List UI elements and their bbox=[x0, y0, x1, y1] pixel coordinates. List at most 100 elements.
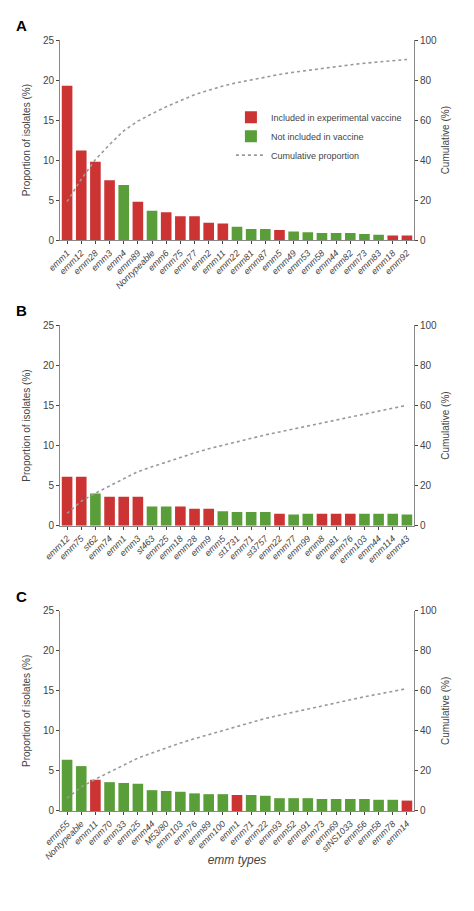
svg-text:emm73: emm73 bbox=[298, 819, 326, 847]
svg-text:40: 40 bbox=[420, 725, 432, 736]
svg-text:emm49: emm49 bbox=[270, 248, 298, 276]
svg-text:Proportion of isolates (%): Proportion of isolates (%) bbox=[21, 655, 32, 767]
svg-text:10: 10 bbox=[43, 155, 55, 166]
svg-text:10: 10 bbox=[43, 440, 55, 451]
svg-text:emm83: emm83 bbox=[355, 248, 383, 276]
svg-text:80: 80 bbox=[420, 360, 432, 371]
svg-text:emm52: emm52 bbox=[270, 819, 298, 847]
svg-text:emm1: emm1 bbox=[47, 248, 72, 273]
svg-text:60: 60 bbox=[420, 400, 432, 411]
svg-text:80: 80 bbox=[420, 75, 432, 86]
svg-text:emm76: emm76 bbox=[171, 819, 199, 847]
svg-text:emm58: emm58 bbox=[355, 819, 383, 847]
svg-text:emm5: emm5 bbox=[203, 533, 228, 558]
svg-text:emm100: emm100 bbox=[196, 819, 228, 851]
svg-text:emm56: emm56 bbox=[341, 819, 369, 847]
svg-text:5: 5 bbox=[48, 765, 54, 776]
svg-text:emm92: emm92 bbox=[383, 248, 411, 276]
svg-text:emm3: emm3 bbox=[118, 533, 143, 558]
svg-text:0: 0 bbox=[48, 235, 54, 246]
svg-text:40: 40 bbox=[420, 155, 432, 166]
svg-text:emm28: emm28 bbox=[72, 248, 100, 276]
svg-text:emm4: emm4 bbox=[104, 248, 129, 273]
svg-text:B: B bbox=[16, 302, 27, 319]
svg-text:60: 60 bbox=[420, 115, 432, 126]
svg-text:emm22: emm22 bbox=[213, 248, 241, 276]
svg-text:100: 100 bbox=[420, 320, 437, 331]
svg-text:25: 25 bbox=[43, 35, 55, 46]
svg-text:A: A bbox=[16, 17, 27, 34]
svg-text:emm89: emm89 bbox=[114, 248, 142, 276]
svg-text:0: 0 bbox=[420, 520, 426, 531]
svg-text:emm types: emm types bbox=[208, 853, 267, 867]
svg-text:emm55: emm55 bbox=[43, 818, 72, 847]
svg-text:emm78: emm78 bbox=[369, 819, 397, 847]
svg-text:15: 15 bbox=[43, 400, 55, 411]
svg-text:emm73: emm73 bbox=[341, 248, 369, 276]
svg-text:stNS1033: stNS1033 bbox=[320, 819, 355, 854]
svg-text:emm28: emm28 bbox=[171, 533, 199, 561]
svg-text:20: 20 bbox=[420, 195, 432, 206]
svg-text:emm53: emm53 bbox=[284, 248, 312, 276]
svg-text:emm11: emm11 bbox=[200, 248, 228, 276]
svg-text:emm25: emm25 bbox=[143, 533, 172, 562]
svg-text:emm1: emm1 bbox=[217, 819, 242, 844]
svg-text:80: 80 bbox=[420, 645, 432, 656]
svg-text:emm5: emm5 bbox=[259, 247, 284, 272]
svg-text:0: 0 bbox=[48, 520, 54, 531]
svg-text:emm71: emm71 bbox=[227, 819, 255, 847]
svg-text:emm9: emm9 bbox=[189, 533, 214, 558]
svg-text:Cumulative (%): Cumulative (%) bbox=[440, 106, 451, 174]
svg-text:emm103: emm103 bbox=[153, 819, 185, 851]
svg-text:emm44: emm44 bbox=[128, 819, 156, 847]
svg-text:emm93: emm93 bbox=[256, 819, 284, 847]
svg-text:st1731: st1731 bbox=[215, 533, 241, 559]
svg-text:emm114: emm114 bbox=[366, 533, 397, 564]
svg-text:st3757: st3757 bbox=[244, 533, 271, 560]
svg-text:emm69: emm69 bbox=[312, 819, 340, 847]
svg-text:emm18: emm18 bbox=[157, 533, 185, 561]
svg-text:emm12: emm12 bbox=[43, 533, 71, 561]
svg-text:60: 60 bbox=[420, 685, 432, 696]
svg-text:emm81: emm81 bbox=[227, 248, 255, 276]
svg-text:emm74: emm74 bbox=[86, 533, 114, 561]
svg-text:Nontypeable: Nontypeable bbox=[114, 248, 157, 291]
svg-text:emm81: emm81 bbox=[312, 533, 340, 561]
svg-text:emm91: emm91 bbox=[284, 819, 312, 847]
svg-text:20: 20 bbox=[43, 645, 55, 656]
svg-text:emm75: emm75 bbox=[157, 247, 186, 276]
svg-text:emm11: emm11 bbox=[72, 819, 100, 847]
svg-text:Cumulative proportion: Cumulative proportion bbox=[271, 151, 359, 161]
svg-text:emm44: emm44 bbox=[355, 533, 383, 561]
svg-text:emm71: emm71 bbox=[227, 533, 255, 561]
svg-text:emm14: emm14 bbox=[383, 819, 411, 847]
svg-text:5: 5 bbox=[48, 480, 54, 491]
svg-text:emm99: emm99 bbox=[284, 533, 312, 561]
svg-text:Proportion of isolates (%): Proportion of isolates (%) bbox=[21, 84, 32, 196]
svg-text:C: C bbox=[16, 588, 27, 605]
svg-text:20: 20 bbox=[420, 480, 432, 491]
svg-text:Proportion of isolates (%): Proportion of isolates (%) bbox=[21, 369, 32, 481]
svg-text:emm77: emm77 bbox=[270, 533, 299, 562]
svg-text:100: 100 bbox=[420, 35, 437, 46]
svg-text:emm76: emm76 bbox=[327, 533, 355, 561]
svg-text:emm22: emm22 bbox=[242, 819, 270, 847]
svg-text:20: 20 bbox=[420, 765, 432, 776]
svg-text:Included in experimental vacci: Included in experimental vaccine bbox=[271, 113, 402, 123]
svg-text:20: 20 bbox=[43, 75, 55, 86]
svg-text:emm82: emm82 bbox=[327, 248, 355, 276]
svg-text:emm103: emm103 bbox=[337, 533, 369, 565]
svg-text:emm89: emm89 bbox=[185, 819, 213, 847]
svg-text:10: 10 bbox=[43, 725, 55, 736]
svg-text:25: 25 bbox=[43, 605, 55, 616]
svg-text:40: 40 bbox=[420, 440, 432, 451]
svg-text:100: 100 bbox=[420, 605, 437, 616]
svg-text:emm33: emm33 bbox=[100, 819, 128, 847]
svg-text:emm58: emm58 bbox=[298, 248, 326, 276]
svg-text:0: 0 bbox=[420, 805, 426, 816]
svg-text:emm75: emm75 bbox=[58, 533, 87, 562]
svg-text:st463: st463 bbox=[134, 533, 157, 556]
svg-text:emm70: emm70 bbox=[86, 819, 114, 847]
svg-text:emm77: emm77 bbox=[171, 247, 200, 276]
svg-text:0: 0 bbox=[48, 805, 54, 816]
